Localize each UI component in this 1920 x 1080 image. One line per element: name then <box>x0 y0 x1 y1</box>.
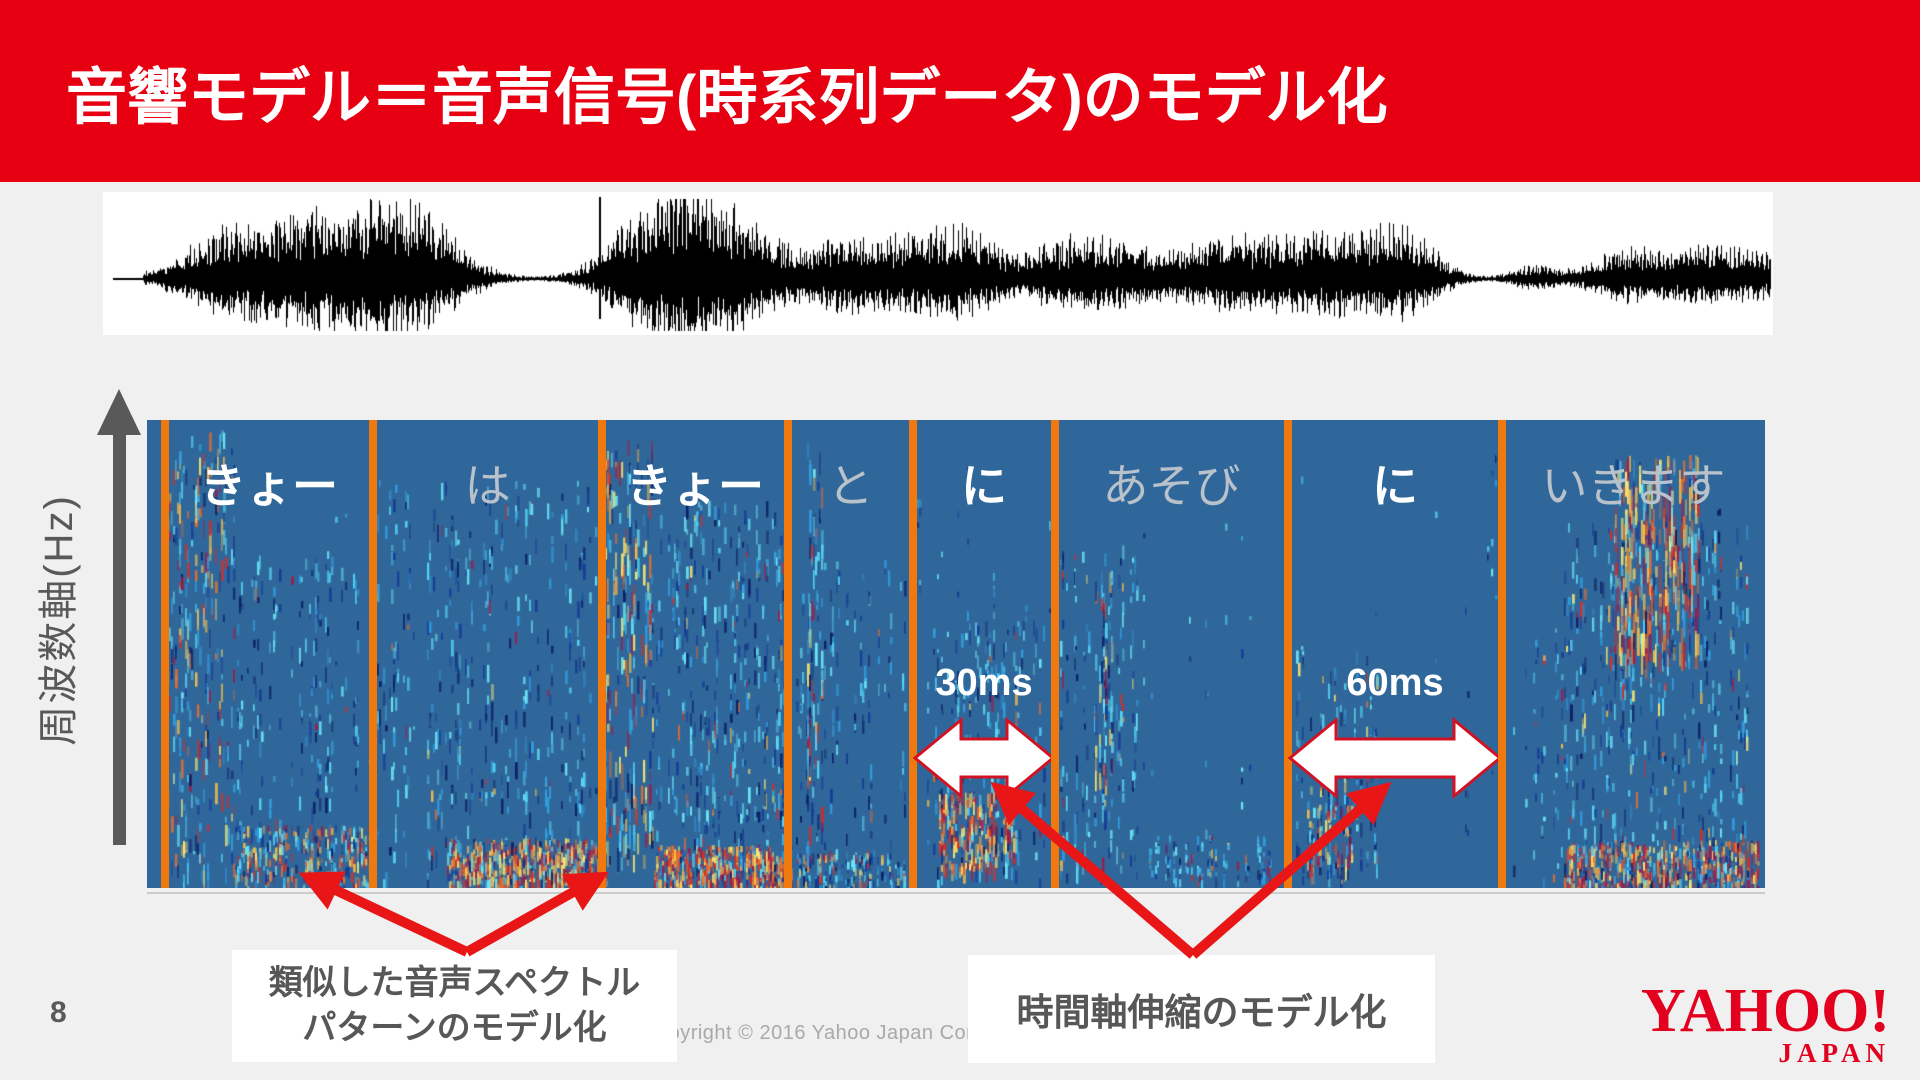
yahoo-japan-logo: YAHOO! JAPAN <box>1641 980 1890 1067</box>
y-axis-label: 周波数軸(Hz) <box>37 494 81 746</box>
segment-label: あそび <box>1102 460 1241 512</box>
segment-label: に <box>961 460 1007 512</box>
segment-boundary-line <box>369 420 377 888</box>
segment-label: に <box>1372 460 1418 512</box>
segment-label: は <box>464 460 511 512</box>
speech-waveform-image <box>103 192 1773 335</box>
segment-label: きょー <box>626 460 764 512</box>
spectrogram-image <box>147 420 1765 888</box>
segment-boundary-line <box>1051 420 1059 888</box>
spectrogram-baseline <box>147 892 1765 894</box>
segment-boundary-line <box>598 420 606 888</box>
duration-label: 60ms <box>1346 662 1444 704</box>
spectrogram: きょー は きょー と に 30ms あそび に 60ms いきます <box>147 420 1765 888</box>
segment-boundary-line <box>784 420 792 888</box>
annotation-box-spectral-pattern: 類似した音声スペクトル パターンのモデル化 <box>232 950 677 1062</box>
slide-title: 音響モデル＝音声信号(時系列データ)のモデル化 <box>66 62 1388 131</box>
arrow-to-second-kyo <box>464 871 609 957</box>
page-number: 8 <box>50 996 67 1029</box>
duration-double-arrow <box>913 716 1055 800</box>
segment-boundary-line <box>909 420 917 888</box>
annotation-text: 時間軸伸縮のモデル化 <box>1016 992 1387 1033</box>
duration-label: 30ms <box>935 662 1033 704</box>
frequency-axis-arrow <box>97 389 141 845</box>
arrow-to-first-kyo <box>298 871 470 957</box>
segment-boundary-line <box>1284 420 1292 888</box>
segment-boundary-line <box>1498 420 1506 888</box>
title-banner: 音響モデル＝音声信号(時系列データ)のモデル化 <box>0 0 1920 182</box>
duration-double-arrow <box>1288 716 1502 800</box>
segment-label: と <box>827 460 874 512</box>
annotation-text-line1: 類似した音声スペクトル <box>268 964 641 1003</box>
annotation-text-line2: パターンのモデル化 <box>302 1009 607 1047</box>
segment-label: いきます <box>1541 460 1726 512</box>
segment-label: きょー <box>200 460 338 512</box>
annotation-box-time-warp: 時間軸伸縮のモデル化 <box>968 955 1435 1063</box>
yahoo-logo-sub-text: JAPAN <box>1778 1038 1890 1068</box>
segment-boundary-line <box>161 420 169 888</box>
yahoo-logo-text: YAHOO! <box>1640 977 1890 1045</box>
